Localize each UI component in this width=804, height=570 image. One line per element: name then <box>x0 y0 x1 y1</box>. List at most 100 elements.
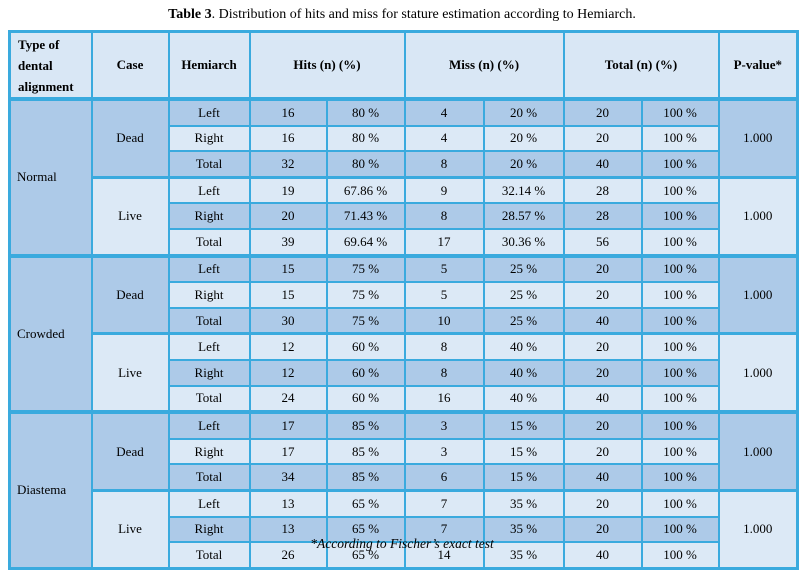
cell-total-pct: 100 % <box>640 306 720 335</box>
cell-total-pct: 100 % <box>640 150 720 179</box>
cell-hemiarch: Left <box>167 175 251 205</box>
cell-total-n: 20 <box>562 97 643 127</box>
cell-total-n: 20 <box>562 358 643 387</box>
cell-total-pct: 100 % <box>640 124 720 153</box>
cell-miss-n: 3 <box>403 410 485 440</box>
cell-alignment-type: Diastema <box>8 410 93 570</box>
cell-hits-n: 39 <box>248 227 328 257</box>
cell-miss-pct: 20 % <box>482 97 565 127</box>
cell-miss-pct: 30.36 % <box>482 227 565 257</box>
cell-case: Dead <box>90 253 170 335</box>
cell-total-pct: 100 % <box>640 437 720 466</box>
table-row: Crowded Dead Left 15 75 % 5 25 % 20 100 % 1.000 <box>8 253 799 414</box>
table-row: Total 32 80 % 8 20 % 40 100 % <box>10 150 798 179</box>
cell-miss-n: 8 <box>403 202 485 230</box>
cell-hemiarch: Total <box>167 150 251 179</box>
cell-miss-n: 8 <box>403 150 485 179</box>
table-row: Right 12 60 % 8 40 % 20 100 % <box>10 358 798 387</box>
col-header-miss: Miss (n) (%) <box>403 30 565 101</box>
cell-p-value: 1.000 <box>717 410 799 492</box>
cell-hits-n: 15 <box>248 281 328 309</box>
cell-total-pct: 100 % <box>640 332 720 361</box>
cell-total-n: 20 <box>562 253 643 284</box>
cell-miss-pct: 35 % <box>482 488 565 518</box>
cell-hemiarch: Right <box>167 124 251 153</box>
cell-total-pct: 100 % <box>640 488 720 518</box>
cell-miss-pct: 40 % <box>482 358 565 387</box>
cell-hemiarch: Right <box>167 437 251 466</box>
cell-hits-n: 17 <box>248 437 328 466</box>
cell-miss-pct: 25 % <box>482 306 565 335</box>
cell-hits-n: 16 <box>248 97 328 127</box>
header-row: Type of dental alignment Case Hemiarch H… <box>8 30 799 101</box>
stature-estimation-table: Type of dental alignment Case Hemiarch H… <box>8 30 800 570</box>
cell-hits-pct: 65 % <box>325 488 406 518</box>
cell-hits-pct: 75 % <box>325 281 406 309</box>
table-footnote: *According to Fischer’s exact test <box>310 536 494 551</box>
cell-miss-n: 17 <box>403 227 485 257</box>
cell-hemiarch: Left <box>167 410 251 440</box>
table-caption: Table 3. Distribution of hits and miss f… <box>0 7 804 23</box>
cell-total-n: 20 <box>562 515 643 544</box>
cell-hits-pct: 80 % <box>325 97 406 127</box>
col-header-type: Type of dental alignment <box>8 30 93 101</box>
cell-miss-pct: 20 % <box>482 124 565 153</box>
cell-hits-pct: 80 % <box>325 150 406 179</box>
cell-hits-n: 13 <box>248 515 328 544</box>
cell-p-value: 1.000 <box>717 253 799 335</box>
cell-case: Dead <box>90 410 170 492</box>
cell-hits-pct: 71.43 % <box>325 202 406 230</box>
table-row: Right 16 80 % 4 20 % 20 100 % <box>10 124 798 153</box>
cell-total-n: 20 <box>562 124 643 153</box>
cell-case: Live <box>90 488 170 570</box>
cell-hits-pct: 85 % <box>325 437 406 466</box>
cell-miss-pct: 25 % <box>482 253 565 284</box>
cell-miss-n: 16 <box>403 384 485 414</box>
cell-miss-pct: 28.57 % <box>482 202 565 230</box>
cell-total-n: 40 <box>562 150 643 179</box>
table-row: Live Left 19 67.86 % 9 32.14 % 28 100 % 1.000 <box>10 175 799 257</box>
cell-hemiarch: Left <box>167 253 251 284</box>
table-row: Total 24 60 % 16 40 % 40 100 % <box>10 384 798 414</box>
cell-hits-n: 20 <box>248 202 328 230</box>
table-row: Total 34 85 % 6 15 % 40 100 % <box>10 463 798 492</box>
cell-hits-n: 15 <box>248 253 328 284</box>
cell-miss-n: 7 <box>403 488 485 518</box>
cell-p-value: 1.000 <box>717 96 799 179</box>
cell-p-value: 1.000 <box>717 332 799 414</box>
cell-miss-pct: 15 % <box>482 437 565 466</box>
table-row: Live Left 13 65 % 7 35 % 20 100 % 1.000 <box>10 488 799 570</box>
cell-total-pct: 100 % <box>640 384 720 414</box>
cell-total-n: 20 <box>562 332 643 361</box>
cell-hemiarch: Total <box>167 306 251 335</box>
cell-hits-pct: 60 % <box>325 384 406 414</box>
cell-miss-pct: 32.14 % <box>482 175 565 205</box>
cell-p-value: 1.000 <box>717 488 799 570</box>
table-row: Diastema Dead Left 17 85 % 3 15 % 20 100 % 1.000 <box>8 410 799 570</box>
table-row: Total 30 75 % 10 25 % 40 100 % <box>10 306 798 335</box>
cell-total-n: 40 <box>562 384 643 414</box>
col-header-hemiarch: Hemiarch <box>167 30 251 101</box>
cell-miss-pct: 15 % <box>482 410 565 440</box>
cell-alignment-type: Normal <box>8 97 93 257</box>
cell-miss-n: 6 <box>403 463 485 492</box>
cell-case: Live <box>90 175 170 257</box>
cell-total-pct: 100 % <box>640 358 720 387</box>
cell-hemiarch: Left <box>167 97 251 127</box>
cell-hits-n: 12 <box>248 358 328 387</box>
cell-hemiarch: Left <box>167 332 251 361</box>
cell-miss-pct: 25 % <box>482 281 565 309</box>
col-header-p-value: P-value* <box>717 30 799 101</box>
cell-total-n: 20 <box>562 281 643 309</box>
cell-total-n: 56 <box>562 227 643 257</box>
cell-hemiarch: Right <box>167 281 251 309</box>
cell-case: Live <box>90 332 170 414</box>
cell-alignment-type: Crowded <box>8 253 93 414</box>
cell-total-n: 28 <box>562 202 643 230</box>
cell-miss-n: 4 <box>403 124 485 153</box>
col-header-case: Case <box>90 30 170 101</box>
cell-case: Dead <box>90 96 170 179</box>
cell-total-n: 20 <box>562 410 643 440</box>
cell-hits-n: 12 <box>248 332 328 361</box>
cell-hits-n: 17 <box>248 410 328 440</box>
